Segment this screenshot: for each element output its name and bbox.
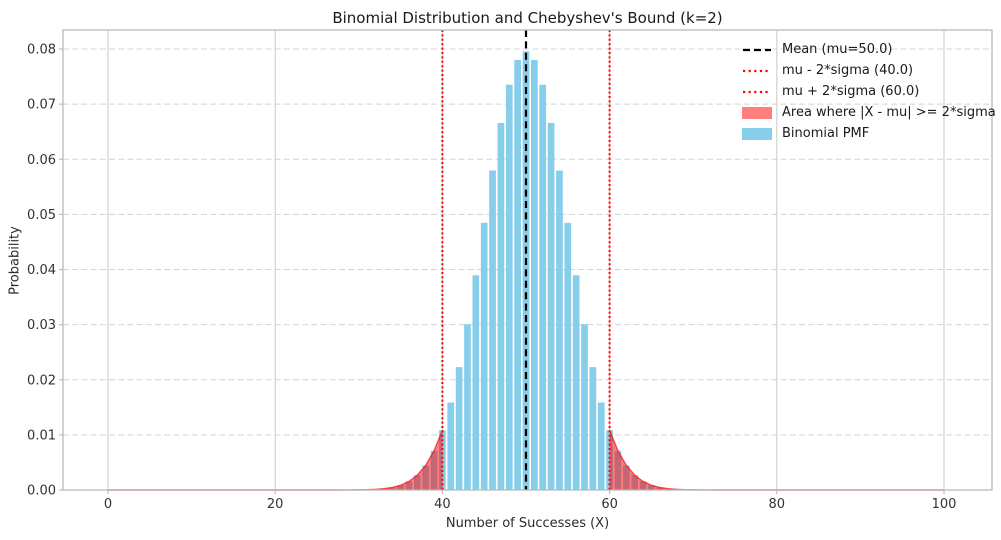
pmf-bar — [556, 170, 563, 491]
y-tick-label: 0.01 — [27, 428, 56, 443]
x-tick-label: 100 — [932, 497, 957, 512]
legend-label: mu + 2*sigma (60.0) — [782, 84, 920, 99]
y-tick-label: 0.06 — [27, 153, 56, 168]
binomial-pmf-swatch — [742, 127, 772, 141]
y-tick-label: 0.00 — [27, 484, 56, 499]
y-axis-label: Probability — [7, 226, 23, 295]
legend-label: Binomial PMF — [782, 126, 870, 141]
y-tick-label: 0.05 — [27, 208, 56, 223]
legend-label: mu - 2*sigma (40.0) — [782, 63, 914, 78]
pmf-bar — [489, 170, 496, 491]
chart-title: Binomial Distribution and Chebyshev's Bo… — [332, 9, 723, 27]
pmf-bar — [455, 367, 463, 490]
pmf-bar — [581, 324, 588, 490]
tail-area — [107, 430, 443, 490]
legend: Mean (mu=50.0) mu - 2*sigma (40.0) mu + … — [742, 39, 996, 144]
pmf-bar — [547, 122, 555, 491]
x-tick-label: 20 — [267, 497, 284, 512]
legend-item-mean: Mean (mu=50.0) — [742, 39, 996, 60]
pmf-bar — [606, 430, 613, 490]
pmf-bar — [472, 275, 480, 490]
pmf-bar — [564, 222, 572, 490]
legend-item-tail-area: Area where |X - mu| >= 2*sigma — [742, 102, 996, 123]
pmf-bar — [572, 275, 580, 490]
y-tick-label: 0.03 — [27, 318, 56, 333]
lower-bound-dotted-line-sample — [742, 64, 772, 78]
x-tick-label: 60 — [601, 497, 618, 512]
pmf-bar — [531, 59, 538, 491]
y-tick-label: 0.02 — [27, 373, 56, 388]
pmf-bar — [497, 122, 505, 491]
legend-item-lower-bound: mu - 2*sigma (40.0) — [742, 60, 996, 81]
pmf-bar — [464, 324, 471, 490]
axes-frame — [62, 29, 993, 491]
upper-bound-dotted-line-sample — [742, 85, 772, 99]
mean-dashed-line-sample — [742, 43, 772, 57]
pmf-bar — [597, 402, 605, 490]
pmf-bar — [514, 59, 521, 491]
legend-item-upper-bound: mu + 2*sigma (60.0) — [742, 81, 996, 102]
y-tick-label: 0.07 — [27, 98, 56, 113]
x-tick-label: 40 — [434, 497, 451, 512]
tail-area — [609, 430, 945, 490]
y-tick-label: 0.04 — [27, 263, 56, 278]
pmf-bar — [505, 84, 513, 491]
pmf-bar — [447, 402, 455, 490]
legend-label: Area where |X - mu| >= 2*sigma — [782, 105, 996, 120]
x-tick-label: 80 — [769, 497, 786, 512]
pmf-bar — [539, 84, 547, 491]
y-tick-label: 0.08 — [27, 43, 56, 58]
legend-item-binomial-pmf: Binomial PMF — [742, 123, 996, 144]
tail-area-swatch — [742, 106, 772, 120]
x-axis-label: Number of Successes (X) — [445, 516, 610, 531]
legend-label: Mean (mu=50.0) — [782, 42, 893, 57]
pmf-bar — [589, 367, 597, 490]
pmf-bar — [439, 430, 446, 490]
pmf-bar — [480, 222, 488, 490]
x-tick-label: 0 — [104, 497, 112, 512]
